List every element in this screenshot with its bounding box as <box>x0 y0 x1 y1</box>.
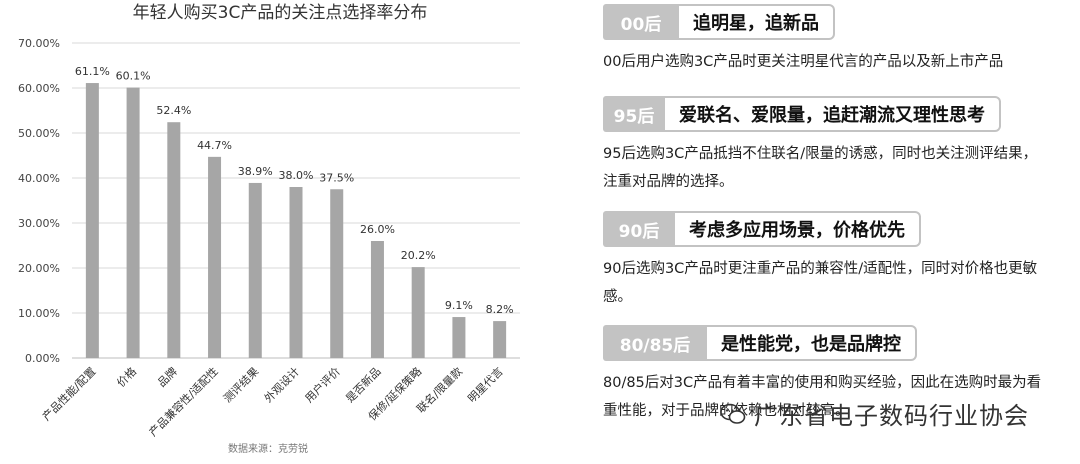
segment-pill: 90后 考虑多应用场景，价格优先 <box>603 211 1043 247</box>
bar-value-label: 38.0% <box>279 169 314 182</box>
x-category-label: 产品兼容性/适配性 <box>146 364 221 439</box>
y-tick-label: 70.00% <box>18 37 60 50</box>
bar <box>452 317 466 358</box>
bar <box>248 182 262 358</box>
y-tick-label: 10.00% <box>18 307 60 320</box>
segment-pill: 95后 爱联名、爱限量，追赶潮流又理性思考 <box>603 96 1043 132</box>
bar <box>330 189 344 358</box>
y-tick-label: 60.00% <box>18 82 60 95</box>
bar-value-label: 8.2% <box>486 303 514 316</box>
bar <box>126 87 140 359</box>
bar-chart: 年轻人购买3C产品的关注点选择率分布 0.00% 10.00% 20.00% 30.0… <box>18 3 520 455</box>
bar <box>167 122 181 358</box>
x-category-label: 产品性能/配置 <box>39 364 98 423</box>
segment-description: 95后选购3C产品抵挡不住联名/限量的诱惑，同时也关注测评结果，注重对品牌的选择… <box>603 146 1038 190</box>
segment-pill: 00后 追明星，追新品 <box>603 4 1043 40</box>
segment-80-85: 80/85后 是性能党，也是品牌控 80/85后对3C产品有着丰富的使用和购买经… <box>603 325 1043 425</box>
bar <box>85 83 99 359</box>
segment-headline: 爱联名、爱限量，追赶潮流又理性思考 <box>665 96 1001 132</box>
segment-pill: 80/85后 是性能党，也是品牌控 <box>603 325 1043 361</box>
segment-tag: 95后 <box>603 96 665 132</box>
bar-value-label: 20.2% <box>401 249 436 262</box>
bar <box>493 321 507 358</box>
y-tick-label: 0.00% <box>25 352 60 365</box>
bar-value-label: 52.4% <box>156 104 191 117</box>
bar-value-label: 38.9% <box>238 165 273 178</box>
x-category-label: 测评结果 <box>221 365 261 405</box>
x-category-label: 外观设计 <box>262 365 302 405</box>
bar-value-labels: 61.1% 60.1% 52.4% 44.7% 38.9% 38.0% 37.5% 26.0%… <box>75 65 514 316</box>
bar-value-label: 60.1% <box>116 70 151 83</box>
bar-value-label: 9.1% <box>445 299 473 312</box>
bar <box>208 156 222 358</box>
brand-signature: 广东省电子数码行业协会 <box>720 396 1029 431</box>
segment-description: 80/85后对3C产品有着丰富的使用和购买经验，因此在选购时最为看重性能，对于品… <box>603 375 1042 419</box>
segment-tag: 00后 <box>603 4 679 40</box>
x-category-label: 用户评价 <box>302 364 343 405</box>
x-category-label: 品牌 <box>154 364 179 389</box>
x-category-label: 价格 <box>114 364 139 389</box>
segment-headline: 追明星，追新品 <box>679 4 835 40</box>
wechat-icon <box>720 403 746 424</box>
y-tick-label: 30.00% <box>18 217 60 230</box>
y-tick-label: 20.00% <box>18 262 60 275</box>
bar-value-label: 26.0% <box>360 223 395 236</box>
bar <box>370 241 384 358</box>
bar <box>289 187 303 358</box>
y-tick-label: 40.00% <box>18 172 60 185</box>
segment-description: 00后用户选购3C产品时更关注明星代言的产品以及新上市产品 <box>603 54 1004 70</box>
segment-90: 90后 考虑多应用场景，价格优先 90后选购3C产品时更注重产品的兼容性/适配性… <box>603 211 1043 311</box>
y-tick-label: 50.00% <box>18 127 60 140</box>
bar-value-label: 44.7% <box>197 139 232 152</box>
x-category-label: 明星代言 <box>465 365 505 405</box>
segment-headline: 考虑多应用场景，价格优先 <box>675 211 921 247</box>
segment-tag: 90后 <box>603 211 675 247</box>
bar <box>411 267 425 358</box>
data-source-note: 数据来源：克劳锐 <box>228 442 308 455</box>
segment-description: 90后选购3C产品时更注重产品的兼容性/适配性，同时对价格也更敏感。 <box>603 261 1038 305</box>
segment-95: 95后 爱联名、爱限量，追赶潮流又理性思考 95后选购3C产品抵挡不住联名/限量… <box>603 96 1043 196</box>
bars <box>85 83 507 359</box>
segment-headline: 是性能党，也是品牌控 <box>707 325 917 361</box>
chart-title: 年轻人购买3C产品的关注点选择率分布 <box>133 3 428 23</box>
bar-value-label: 37.5% <box>319 171 354 184</box>
brand-name: 广东省电子数码行业协会 <box>754 402 1029 430</box>
y-axis-ticks: 0.00% 10.00% 20.00% 30.00% 40.00% 50.00% 60.00… <box>18 37 60 365</box>
segment-tag: 80/85后 <box>603 325 707 361</box>
bar-value-label: 61.1% <box>75 65 110 78</box>
x-category-label: 是否新品 <box>343 364 384 405</box>
segment-00: 00后 追明星，追新品 00后用户选购3C产品时更关注明星代言的产品以及新上市产… <box>603 4 1043 76</box>
